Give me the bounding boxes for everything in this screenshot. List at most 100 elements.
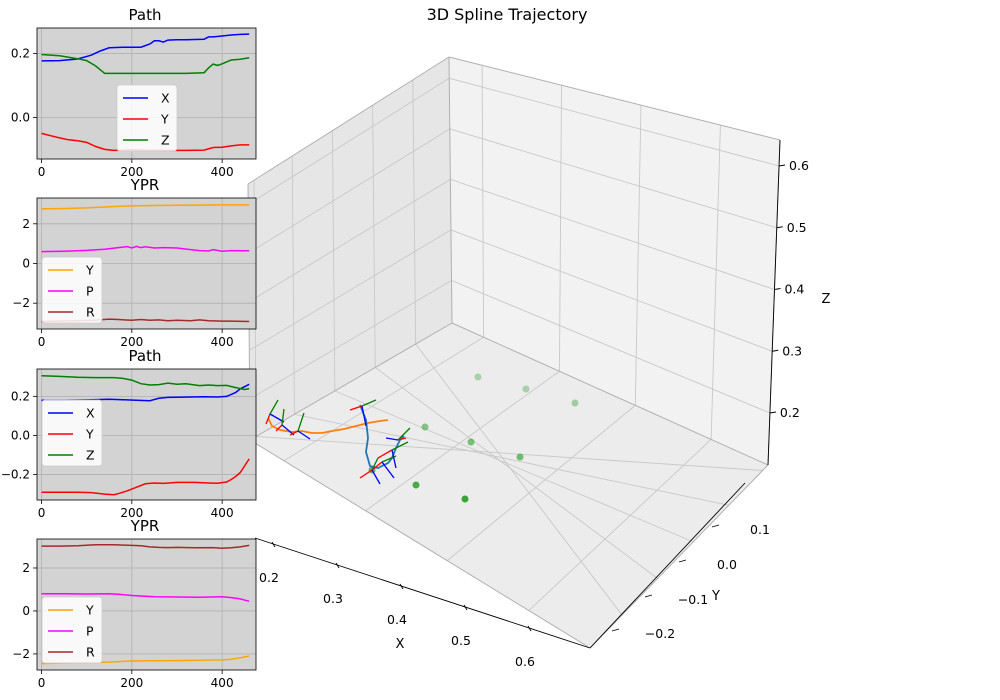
legend-label: Y [85,603,94,618]
x-tick [399,583,404,590]
legend-box [41,399,103,467]
x-tick-label: 200 [120,165,143,179]
waypoint [467,438,475,446]
y-tick-label: 0.2 [11,47,30,61]
pane-back-yz [449,57,780,465]
series-line-y [41,204,250,210]
legend-label: P [86,284,94,299]
frame-axis [371,461,383,471]
waypoint [412,481,420,489]
y-tick-label: 0.0 [11,110,30,124]
frame-axis [361,399,377,407]
pane-edge [249,439,591,649]
main-title: 3D Spline Trajectory [427,5,588,24]
y-tick-label: −0.2 [1,468,30,482]
y-tick-label: 0.0 [11,428,30,442]
z-tick [778,164,786,167]
z-tick-label: 0.6 [789,158,809,173]
x-tick-label: 0 [38,676,46,690]
y-tick-label: 0.2 [11,389,30,403]
x-tick [527,625,532,632]
y-tick [678,559,687,563]
frame-axis [361,405,367,427]
x-tick-label: 0.4 [387,612,407,627]
x-tick-label: 400 [211,165,234,179]
frame-axis [297,430,311,440]
frame-axis [381,461,395,479]
pane-edge [448,56,781,141]
pane-edge [589,464,769,649]
z-tick-label: 0.5 [787,220,807,235]
plot-frame [36,27,257,160]
frame-axis [397,437,407,441]
x-tick [335,562,340,569]
pane-edge [448,56,453,324]
legend-label: Y [160,112,169,127]
subplot-title: YPR [130,517,160,535]
y-tick-label: −0.1 [678,592,708,607]
waypoint [516,453,524,461]
y-tick-label: 2 [22,561,30,575]
y-tick [644,594,653,598]
waypoint-markers [368,373,579,503]
y-tick-label: 0.1 [750,522,770,537]
frame-axis [391,449,397,469]
legend: YPR [41,596,103,664]
legend-label: Y [85,427,94,442]
z-tick [774,288,781,290]
legend-box [41,596,103,664]
x-tick-label: 400 [211,676,234,690]
x-tick-label: 0.2 [259,570,279,585]
legend-label: Y [85,263,94,278]
series-line-p [41,245,250,253]
legend-box [116,84,178,152]
subplot-1: 0 200 400 0.0 0.2 Path XYZ [11,6,257,179]
frame-axis [349,405,363,411]
frame-axis [371,469,381,485]
z-tick-label: 0.3 [782,343,802,358]
x-tick-label: 0.5 [451,633,471,648]
frame-axis [275,424,283,432]
x-tick [463,604,468,611]
x-tick-label: 200 [120,676,143,690]
subplot-title: YPR [130,176,160,194]
spline-trajectory-orange [267,417,389,434]
x-tick-label: 0 [38,506,46,520]
pane-floor-xy [250,323,768,648]
series-line-y [41,458,250,496]
frame-axis [289,430,299,436]
z-tick [769,411,776,414]
orientation-frames [265,399,411,485]
legend-label: R [86,645,95,660]
x-tick-label: 200 [120,506,143,520]
frame-axis [371,457,379,471]
frame-axis [391,441,409,451]
x-axis-line [254,537,591,649]
z-tick [772,349,779,352]
subplot-3: 0 200 400 −0.2 0.0 0.2 Path XYZ [1,347,257,520]
spline-trajectory-blue [359,404,405,469]
x-tick-label: 200 [120,335,143,349]
series-line-z [41,53,250,75]
3d-axes: 0.2 0.3 0.4 0.5 0.6 0.2 0.3 0.4 0.5 0.6 −0.2 −0.1 0.… [247,56,831,669]
y-tick-label: 0 [22,257,30,271]
y-tick-label: −2 [12,296,30,310]
x-tick-label: 400 [211,335,234,349]
legend-box [41,256,103,324]
3d-ticks: 0.2 0.3 0.4 0.5 0.6 0.2 0.3 0.4 0.5 0.6 −0.2 −0.1 0.… [259,158,809,669]
y-tick [611,628,620,632]
x-tick-label: 0 [38,165,46,179]
legend-label: R [86,305,95,320]
pane-edge [247,56,450,185]
series-line-x [41,383,250,402]
series-line-z [41,375,250,391]
plot-frame [36,538,257,671]
y-tick-label: 0 [22,604,30,618]
waypoint [522,385,530,393]
z-axis-label: Z [822,292,831,307]
subplot-title: Path [129,347,162,365]
